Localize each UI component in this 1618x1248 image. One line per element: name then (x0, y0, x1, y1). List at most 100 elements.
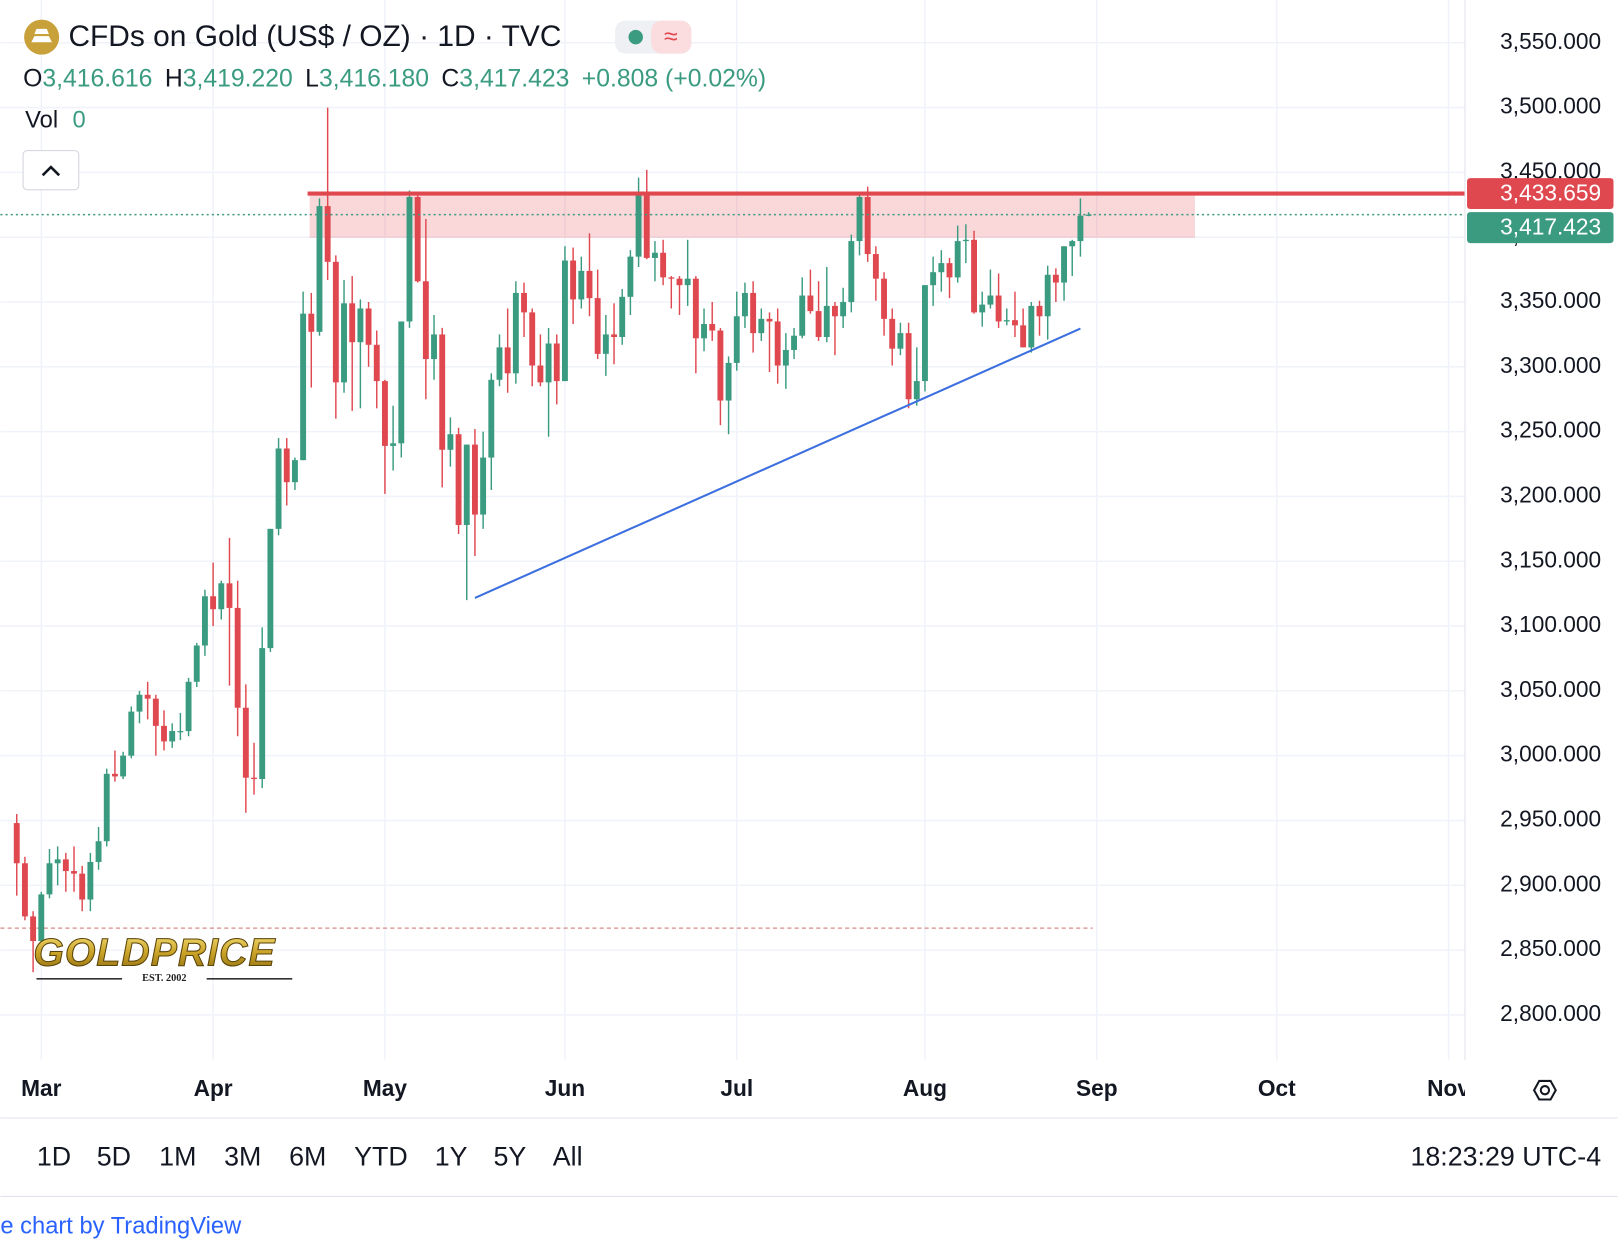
candle-body (381, 381, 388, 446)
candle-body (242, 707, 249, 778)
collapse-button[interactable] (22, 150, 80, 191)
candle-body (602, 334, 609, 354)
candle-body (905, 333, 912, 400)
candle-body (692, 278, 699, 339)
candle-body (913, 381, 920, 400)
resistance-price-label: 3,433.659 (1500, 180, 1601, 206)
last-price-label: 3,417.423 (1500, 214, 1601, 240)
candle-body (79, 873, 86, 900)
candle-body (95, 841, 102, 862)
ohlc-value: 3,416.616 (42, 65, 152, 92)
candle-body (766, 318, 773, 322)
chevron (41, 165, 61, 177)
candle-body (46, 863, 53, 895)
range-button[interactable]: All (553, 1141, 583, 1171)
candle-body (504, 347, 511, 374)
candle-body (758, 318, 765, 334)
candle-body (234, 607, 241, 708)
y-tick-label: 3,350.000 (1500, 287, 1601, 313)
x-tick-label: Apr (194, 1075, 233, 1101)
range-button[interactable]: 5D (97, 1141, 131, 1171)
candle-body (889, 318, 896, 349)
x-axis: Mar Apr May Jun Jul Aug Sep Oct Nov (21, 1075, 1470, 1101)
range-button[interactable]: 1Y (435, 1141, 468, 1171)
candle-body (111, 773, 118, 777)
candle-body (62, 859, 69, 872)
y-tick-label: 3,200.000 (1500, 481, 1601, 507)
candle-body (275, 448, 282, 529)
candle-body (561, 260, 568, 382)
candle-body (431, 334, 437, 360)
candle-body (357, 308, 364, 343)
ohlc-key: O (23, 65, 42, 92)
candle-body (872, 254, 879, 279)
settings-button[interactable] (1532, 1079, 1557, 1101)
candle-body (660, 252, 667, 278)
y-tick-label: 3,150.000 (1500, 546, 1601, 572)
volume-label: Vol 0 (25, 108, 86, 134)
x-tick-label: Nov (1427, 1075, 1470, 1101)
candle-body (742, 292, 748, 317)
ohlc-key: L (305, 65, 319, 92)
candle-body (1028, 305, 1035, 348)
candle-body (373, 344, 380, 382)
y-tick-label: 3,100.000 (1500, 611, 1601, 637)
candle-body (930, 272, 937, 286)
range-button[interactable]: 6M (289, 1141, 326, 1171)
range-button[interactable]: 1M (159, 1141, 196, 1171)
candle-body (979, 304, 986, 313)
y-tick-label: 3,500.000 (1500, 93, 1601, 119)
resistance-price-box (1467, 178, 1614, 210)
ohlc-key: H (165, 65, 183, 92)
candle-body (652, 252, 658, 258)
candle-body (496, 347, 503, 380)
candle-body (848, 241, 855, 303)
candle-body (128, 711, 135, 756)
candle-body (1020, 325, 1027, 348)
candle-body (578, 270, 585, 300)
candle-body (316, 206, 323, 332)
range-button[interactable]: 5Y (494, 1141, 527, 1171)
candle-body (1069, 241, 1076, 247)
candle-body (103, 773, 110, 842)
candle-body (414, 197, 421, 282)
candle-body (684, 278, 691, 286)
candle-body (1077, 215, 1084, 242)
candle-body (439, 334, 446, 450)
candle-body (13, 823, 20, 864)
candle-body (398, 321, 405, 444)
candle-body (627, 256, 634, 297)
candle-body (987, 295, 994, 305)
volume-key: Vol (25, 108, 58, 134)
candle-body (54, 859, 61, 864)
candle-body (488, 379, 495, 458)
candle-body (152, 698, 159, 726)
candle-body (210, 596, 217, 610)
candle-body (807, 295, 814, 312)
candle-body (169, 731, 176, 742)
status-badge (651, 20, 692, 54)
candle-body (193, 645, 200, 682)
range-button[interactable]: 3M (224, 1141, 261, 1171)
candle-body (218, 583, 225, 610)
candle-body (512, 292, 519, 374)
y-tick-label: 3,550.000 (1500, 28, 1601, 54)
candle-body (586, 270, 593, 299)
candle-body (463, 444, 470, 525)
range-button[interactable]: YTD (354, 1141, 408, 1171)
x-tick-label: Mar (21, 1075, 62, 1101)
candle-body (881, 278, 887, 319)
status-icon: ≈ (664, 24, 678, 51)
candle-body (455, 434, 462, 525)
y-tick-label: 3,300.000 (1500, 352, 1601, 378)
candle-body (668, 277, 675, 279)
range-button[interactable]: 1D (37, 1141, 71, 1171)
candle-body (733, 316, 740, 363)
y-tick-label: 2,850.000 (1500, 935, 1601, 961)
candle-body (120, 755, 127, 777)
credit-link[interactable]: e chart by TradingView (0, 1214, 242, 1240)
chart-title: CFDs on Gold (US$ / OZ) · 1D · TVC (68, 20, 561, 53)
candle-body (782, 349, 789, 366)
candle-body (1052, 274, 1059, 283)
